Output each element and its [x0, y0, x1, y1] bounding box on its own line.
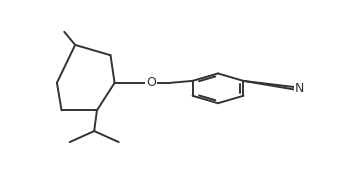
Text: O: O — [146, 76, 156, 89]
Text: N: N — [295, 82, 304, 95]
